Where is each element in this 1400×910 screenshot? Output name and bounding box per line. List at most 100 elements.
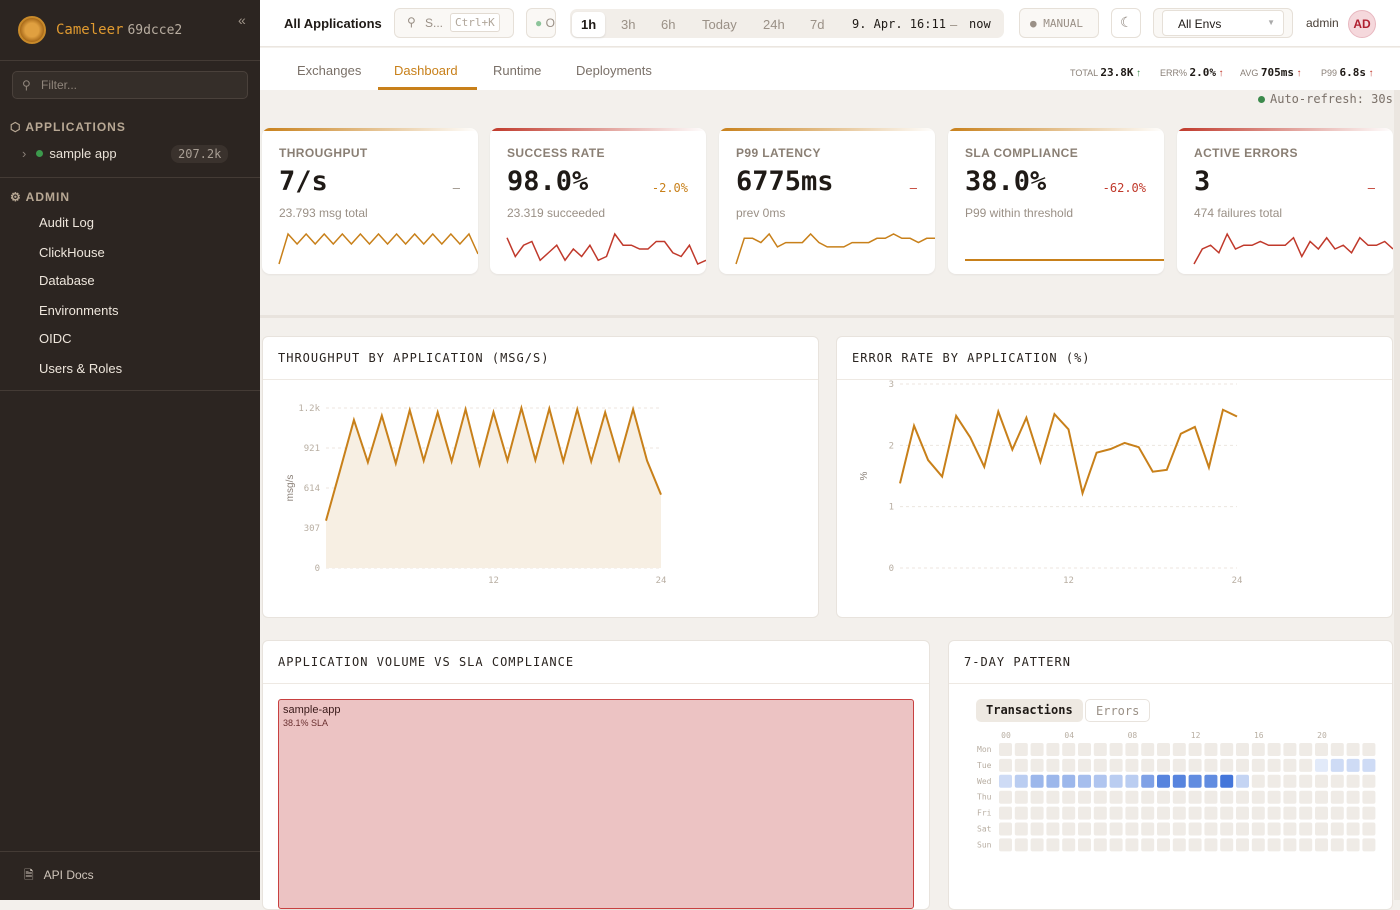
tab-deployments[interactable]: Deployments	[576, 63, 652, 78]
heatmap-cell	[1283, 823, 1296, 836]
heatmap-cell	[1031, 823, 1044, 836]
heatmap-cell	[1283, 759, 1296, 772]
sidebar-item-clickhouse[interactable]: ClickHouse	[39, 245, 105, 260]
tab-exchanges[interactable]: Exchanges	[297, 63, 361, 78]
search-icon: ⚲	[407, 15, 416, 29]
heatmap-cell	[1220, 759, 1233, 772]
heatmap-cell	[1173, 775, 1186, 788]
avatar[interactable]: AD	[1348, 10, 1376, 38]
range-6h[interactable]: 6h	[661, 17, 675, 32]
status-button[interactable]: ● O	[526, 8, 556, 38]
heatmap-cell	[1268, 823, 1281, 836]
status-dot	[36, 150, 43, 157]
heatmap-cell	[1110, 791, 1123, 804]
kpi-delta: –	[1368, 181, 1375, 195]
admin-section[interactable]: ⚙ ADMIN	[10, 190, 70, 204]
range-7d[interactable]: 7d	[810, 17, 824, 32]
divider	[0, 851, 260, 852]
y-tick-label: 1	[889, 503, 894, 513]
heatmap-cell	[1220, 775, 1233, 788]
heatmap-cell	[1046, 823, 1059, 836]
topbar: All Applications ⚲S...Ctrl+K ● O 1h 3h 6…	[260, 0, 1400, 47]
refresh-mode-button[interactable]: ● MANUAL	[1019, 8, 1099, 38]
heatmap-cell	[1331, 838, 1344, 851]
environment-select[interactable]: All Envs▼	[1153, 8, 1293, 38]
tab-runtime[interactable]: Runtime	[493, 63, 541, 78]
search-button[interactable]: ⚲S...Ctrl+K	[394, 8, 514, 38]
heatmap-cell	[1031, 838, 1044, 851]
heatmap-cell	[1046, 791, 1059, 804]
heatmap-cell	[1015, 823, 1028, 836]
sparkline-path	[1194, 234, 1393, 264]
sidebar-item-database[interactable]: Database	[39, 273, 95, 288]
heatmap-cell	[1125, 823, 1138, 836]
kpi-card: THROUGHPUT 7/s – 23.793 msg total	[262, 128, 478, 274]
heatmap-cell	[1362, 838, 1375, 851]
theme-toggle[interactable]: ☾	[1111, 8, 1141, 38]
kpi-subtext: 23.793 msg total	[279, 206, 368, 220]
collapse-sidebar-icon[interactable]: «	[238, 12, 246, 28]
kpi-value: 3	[1194, 166, 1210, 197]
heatmap-cell	[1094, 823, 1107, 836]
heatmap-cell	[1078, 823, 1091, 836]
y-tick-label: 614	[304, 484, 320, 494]
heatmap-cell	[1046, 759, 1059, 772]
range-24h[interactable]: 24h	[763, 17, 785, 32]
range-from[interactable]: 9. Apr. 16:11	[852, 17, 946, 31]
heatmap-cell	[1331, 775, 1344, 788]
heatmap-cell	[1331, 807, 1344, 820]
kpi-subtext: 23.319 succeeded	[507, 206, 605, 220]
heatmap-cell	[1094, 807, 1107, 820]
row-label: Sat	[977, 825, 992, 834]
heatmap-cell	[1046, 743, 1059, 756]
heatmap-cell	[1283, 807, 1296, 820]
sidebar-item-oidc[interactable]: OIDC	[39, 331, 72, 346]
heatmap-cell	[1362, 807, 1375, 820]
row-label: Thu	[977, 793, 992, 802]
api-docs-link[interactable]: 🗎API Docs	[24, 866, 94, 887]
heatmap-cell	[1268, 775, 1281, 788]
version: 69dcce2	[127, 23, 182, 38]
heatmap-cell	[1236, 743, 1249, 756]
y-tick-label: 1.2k	[298, 404, 320, 414]
heatmap-cell	[1078, 791, 1091, 804]
heatmap-cell	[1157, 743, 1170, 756]
username[interactable]: admin	[1306, 16, 1339, 30]
filter-input[interactable]: ⚲Filter...	[12, 71, 248, 99]
heatmap-cell	[999, 807, 1012, 820]
heatmap-cell	[1125, 775, 1138, 788]
range-3h[interactable]: 3h	[621, 17, 635, 32]
heatmap-cell	[1236, 823, 1249, 836]
kpi-card: SLA COMPLIANCE 38.0% -62.0% P99 within t…	[948, 128, 1164, 274]
scrollbar[interactable]	[1394, 90, 1400, 900]
shortcut-hint: Ctrl+K	[450, 13, 500, 32]
tab-dashboard[interactable]: Dashboard	[394, 63, 458, 78]
heatmap-cell	[1236, 838, 1249, 851]
heatmap-cell	[1062, 759, 1075, 772]
heatmap-cell	[1220, 838, 1233, 851]
range-1h[interactable]: 1h	[572, 12, 605, 37]
y-axis-label: %	[859, 471, 870, 480]
kpi-value: 7/s	[279, 166, 328, 197]
range-today[interactable]: Today	[702, 17, 737, 32]
sidebar-item-users-roles[interactable]: Users & Roles	[39, 361, 122, 376]
heatmap-cell	[1252, 823, 1265, 836]
search-icon: ⚲	[22, 78, 31, 92]
applications-section[interactable]: ⬡ APPLICATIONS	[10, 120, 126, 134]
sidebar-item-audit-log[interactable]: Audit Log	[39, 215, 94, 230]
heatmap-cell	[1046, 838, 1059, 851]
heatmap-cell	[1362, 823, 1375, 836]
x-tick-label: 12	[488, 576, 499, 586]
sidebar-item-environments[interactable]: Environments	[39, 303, 118, 318]
heatmap-cell	[1315, 775, 1328, 788]
heatmap-cell	[1094, 775, 1107, 788]
heatmap-cell	[1062, 791, 1075, 804]
sparkline-path	[279, 234, 478, 264]
kpi-delta: –	[453, 181, 460, 195]
range-to[interactable]: now	[969, 17, 991, 31]
app-count-badge: 207.2k	[171, 145, 228, 163]
card-accent	[1177, 128, 1393, 131]
card-accent	[262, 128, 478, 131]
